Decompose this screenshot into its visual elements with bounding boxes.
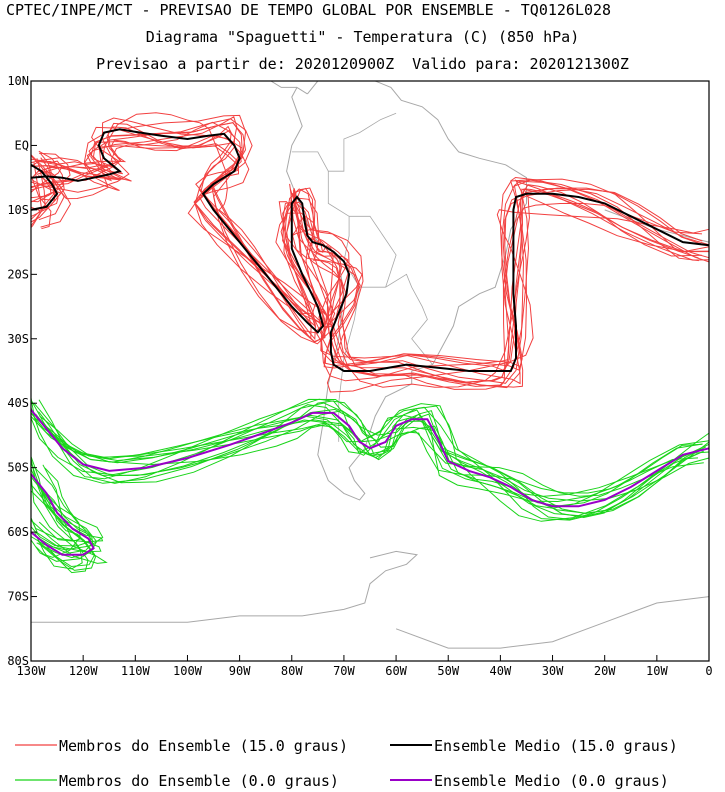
- ensemble-member-line: [30, 154, 72, 228]
- x-tick-label: 0: [705, 664, 712, 678]
- coastline: [161, 80, 297, 88]
- ensemble-member-line: [30, 152, 71, 203]
- ensemble-member-line: [30, 126, 710, 371]
- y-tick-label: 20S: [7, 267, 29, 281]
- ensemble-member-line: [30, 484, 102, 553]
- y-tick-label: 10N: [7, 74, 29, 88]
- y-tick-label: 60S: [7, 525, 29, 539]
- y-tick-label: EQ: [15, 138, 29, 152]
- ensemble-member-line: [31, 122, 703, 369]
- ensemble-member-line: [41, 125, 710, 389]
- x-tick-label: 20W: [594, 664, 616, 678]
- ensemble-member-line: [30, 121, 699, 388]
- ensemble-member-line: [37, 116, 710, 390]
- forecast-validity: Previsao a partir de: 2020120900Z Valido…: [96, 55, 629, 73]
- ensemble-member-line: [30, 114, 710, 388]
- x-tick-label: 130W: [17, 664, 47, 678]
- ensemble-member-line: [30, 155, 65, 221]
- legend-label-black-mean: Ensemble Medio (15.0 graus): [434, 737, 678, 755]
- axis-ticks: 130W 120W 110W 100W 90W 80W 70W 60W 50W 40W 30W 20W…: [7, 74, 712, 678]
- ensemble-member-line: [38, 399, 710, 509]
- x-tick-label: 60W: [385, 664, 407, 678]
- coastline: [31, 550, 418, 623]
- ensemble-member-line: [30, 118, 702, 387]
- coastline-map: [31, 80, 710, 649]
- ensemble-member-line: [30, 405, 710, 521]
- x-tick-label: 120W: [69, 664, 99, 678]
- ensemble-members: [30, 112, 710, 574]
- ensemble-member-line: [30, 160, 63, 193]
- x-tick-label: 90W: [229, 664, 251, 678]
- x-tick-label: 30W: [542, 664, 564, 678]
- legend-label-purple-mean: Ensemble Medio (0.0 graus): [434, 772, 669, 790]
- ensemble-member-line: [36, 413, 701, 515]
- y-tick-label: 70S: [7, 590, 29, 604]
- ensemble-mean-line: [30, 409, 710, 508]
- country-border: [343, 261, 433, 365]
- ensemble-member-line: [34, 464, 83, 570]
- ensemble-member-line: [30, 134, 699, 385]
- x-tick-label: 40W: [490, 664, 512, 678]
- ensemble-member-line: [30, 117, 703, 382]
- ensemble-member-line: [30, 122, 709, 383]
- country-border: [327, 112, 397, 262]
- ensemble-mean-line: [30, 473, 95, 556]
- ensemble-member-line: [35, 467, 81, 558]
- ensemble-member-line: [30, 174, 52, 203]
- legend-label-green-members: Membros do Ensemble (0.0 graus): [59, 772, 339, 790]
- ensemble-member-line: [39, 409, 701, 519]
- x-tick-label: 80W: [281, 664, 303, 678]
- ensemble-member-line: [30, 121, 710, 383]
- country-border: [291, 151, 329, 172]
- y-tick-label: 30S: [7, 332, 29, 346]
- ensemble-mean-line: [30, 128, 710, 372]
- coastline: [395, 596, 710, 649]
- coastline: [286, 80, 527, 501]
- ensemble-member-line: [36, 129, 710, 384]
- ensemble-mean-line: [30, 163, 59, 211]
- y-tick-label: 40S: [7, 396, 29, 410]
- ensemble-member-line: [30, 413, 705, 514]
- plot-frame: [30, 80, 710, 662]
- ensemble-member-line: [30, 399, 703, 503]
- y-tick-label: 80S: [7, 654, 29, 668]
- ensemble-member-line: [30, 400, 710, 497]
- x-tick-label: 100W: [173, 664, 203, 678]
- legend: Membros do Ensemble (15.0 graus) Ensembl…: [15, 737, 678, 790]
- ensemble-member-line: [30, 458, 97, 571]
- legend-label-red-members: Membros do Ensemble (15.0 graus): [59, 737, 348, 755]
- x-tick-label: 10W: [646, 664, 668, 678]
- x-tick-label: 70W: [333, 664, 355, 678]
- ensemble-means: [30, 128, 710, 556]
- header-line-1: CPTEC/INPE/MCT - PREVISAO DE TEMPO GLOBA…: [6, 1, 612, 19]
- ensemble-member-line: [31, 126, 704, 371]
- x-tick-label: 110W: [121, 664, 151, 678]
- ensemble-member-line: [44, 112, 710, 393]
- y-tick-label: 50S: [7, 461, 29, 475]
- chart-title: Diagrama "Spaguetti" - Temperatura (C) (…: [145, 28, 580, 46]
- y-tick-label: 10S: [7, 203, 29, 217]
- country-border: [349, 215, 397, 288]
- x-tick-label: 50W: [437, 664, 459, 678]
- ensemble-member-line: [30, 157, 56, 223]
